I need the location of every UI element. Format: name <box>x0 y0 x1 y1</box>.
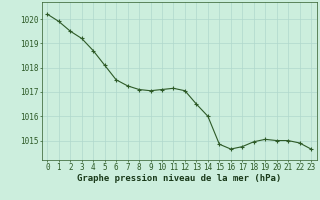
X-axis label: Graphe pression niveau de la mer (hPa): Graphe pression niveau de la mer (hPa) <box>77 174 281 183</box>
